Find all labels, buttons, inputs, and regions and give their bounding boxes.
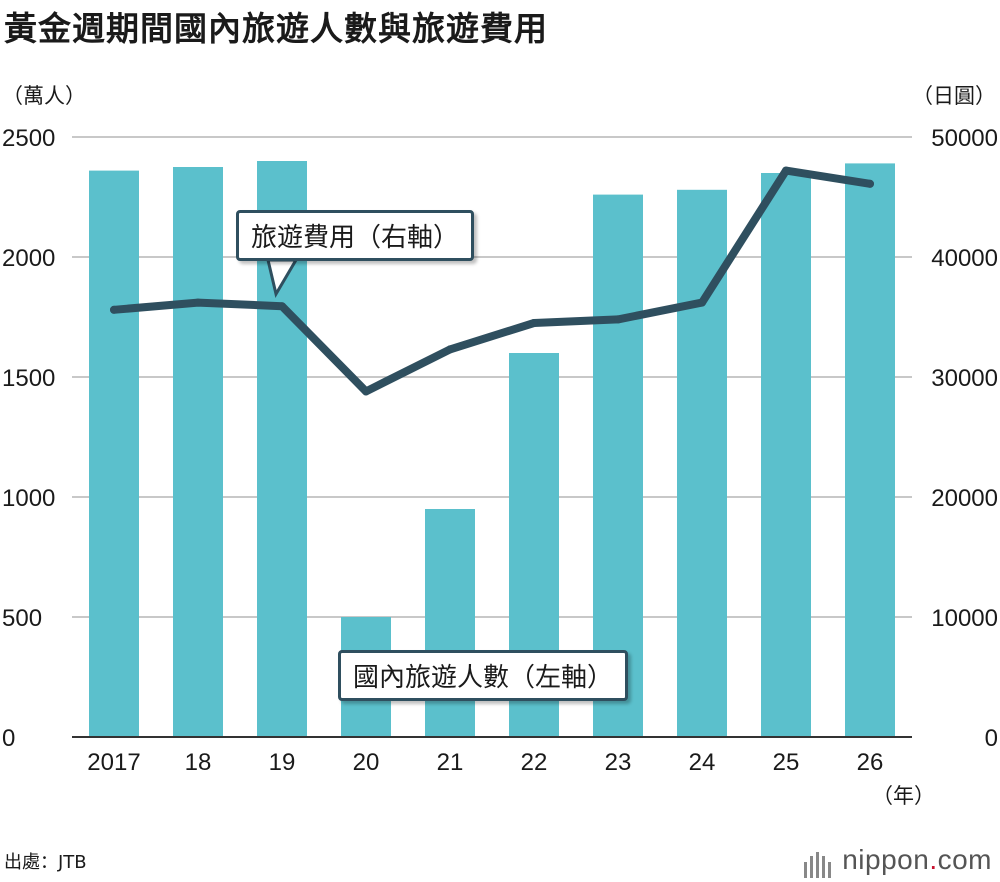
right-tick-label: 50000	[931, 125, 998, 152]
nippon-logo: nippon.com	[804, 844, 992, 878]
logo-bars-icon	[804, 846, 834, 878]
line-point	[194, 298, 202, 307]
left-tick-label: 1000	[2, 485, 55, 512]
line-point	[278, 302, 286, 311]
right-tick-label: 10000	[931, 605, 998, 632]
left-tick-label: 2500	[2, 125, 55, 152]
line-point	[530, 319, 538, 327]
left-tick-label: 0	[2, 725, 15, 752]
x-tick-label: 22	[521, 749, 548, 776]
source-note: 出處：JTB	[4, 852, 87, 873]
line-series	[110, 166, 874, 396]
x-tick-label: 2017	[87, 749, 140, 776]
left-tick-label: 500	[2, 605, 42, 632]
bar	[89, 170, 139, 738]
line-point	[698, 298, 706, 307]
x-tick-label: 21	[437, 749, 464, 776]
chart-title: 黃金週期間國內旅遊人數與旅遊費用	[4, 9, 548, 48]
bar-series-annotation: 國內旅遊人數（左軸）	[338, 650, 629, 701]
right-axis-unit: （日圓）	[912, 84, 996, 108]
logo-text: nippon	[842, 844, 930, 876]
line-point	[446, 345, 454, 354]
right-tick-label: 30000	[931, 365, 998, 392]
bar	[845, 163, 895, 737]
logo-dot: .	[929, 844, 938, 876]
left-axis-unit: （萬人）	[2, 84, 86, 108]
x-axis-unit: （年）	[872, 784, 935, 808]
line-point	[782, 166, 790, 175]
left-tick-label: 2000	[2, 245, 55, 272]
bar	[593, 194, 643, 738]
x-tick-label: 19	[269, 749, 296, 776]
line-point	[362, 387, 370, 396]
line-point	[866, 179, 874, 188]
right-tick-label: 20000	[931, 485, 998, 512]
bar	[761, 173, 811, 737]
line-point	[110, 305, 118, 314]
bar	[425, 509, 475, 737]
x-tick-label: 24	[689, 749, 716, 776]
x-tick-label: 18	[185, 749, 212, 776]
line-point	[614, 315, 622, 324]
right-tick-label: 40000	[931, 245, 998, 272]
logo-tld: com	[937, 844, 992, 876]
x-tick-label: 26	[857, 749, 884, 776]
x-tick-label: 23	[605, 749, 632, 776]
left-tick-label: 1500	[2, 365, 55, 392]
x-tick-label: 25	[773, 749, 800, 776]
x-tick-label: 20	[353, 749, 380, 776]
line-series-annotation: 旅遊費用（右軸）	[236, 210, 475, 261]
bar	[173, 167, 223, 737]
right-tick-label: 0	[985, 725, 998, 752]
